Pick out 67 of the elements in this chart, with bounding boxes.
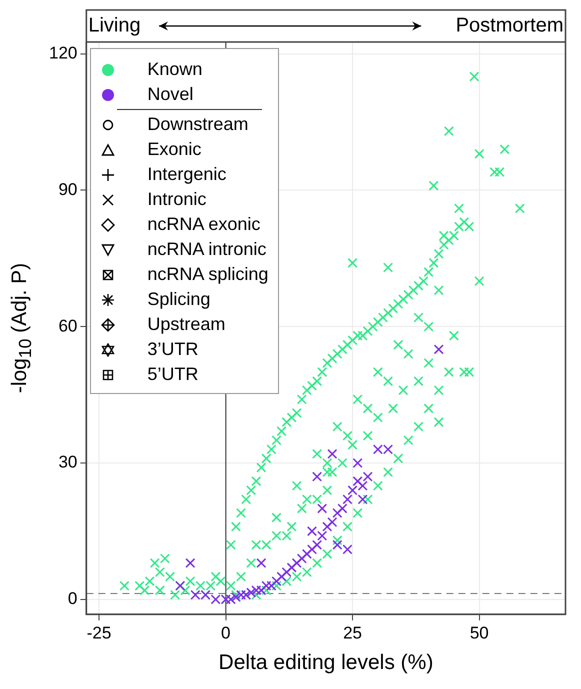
point	[332, 508, 342, 518]
point	[342, 544, 352, 554]
point	[312, 540, 322, 550]
point	[327, 517, 338, 528]
point	[251, 585, 262, 596]
annotation: Intergenic	[147, 163, 226, 186]
point	[272, 576, 282, 586]
point	[322, 522, 332, 532]
x-tick-label: -25	[86, 623, 112, 642]
annotation: Downstream	[147, 113, 248, 136]
annotation: 3’UTR	[147, 338, 198, 361]
point	[332, 540, 342, 550]
point	[434, 344, 444, 354]
point	[352, 476, 363, 486]
point	[296, 553, 307, 564]
text: Postmortem	[456, 14, 564, 37]
point	[292, 558, 302, 568]
point	[348, 485, 358, 496]
point	[317, 530, 328, 541]
y-tick-label: 120	[48, 44, 78, 63]
point	[306, 544, 317, 554]
point	[362, 472, 373, 482]
point	[266, 580, 276, 591]
point	[261, 580, 272, 591]
y-tick-label: 30	[58, 452, 78, 472]
point	[282, 567, 292, 578]
y-tick-label: 0	[68, 589, 78, 608]
annotation: 5’UTR	[147, 363, 198, 386]
point	[210, 594, 221, 604]
annotation: Intronic	[147, 188, 206, 211]
point	[246, 588, 256, 598]
point	[276, 572, 287, 582]
point	[226, 594, 236, 604]
point	[317, 503, 328, 514]
point	[327, 448, 338, 459]
annotation: ncRNA splicing	[147, 263, 268, 286]
point	[312, 472, 322, 482]
point	[306, 526, 317, 536]
annotation: Upstream	[147, 313, 226, 336]
annotation: Exonic	[147, 138, 202, 161]
point	[256, 585, 266, 596]
point	[230, 592, 241, 602]
point	[358, 480, 368, 491]
x-tick-label: 25	[343, 623, 362, 642]
annotation: ncRNA intronic	[147, 238, 266, 261]
point	[236, 590, 246, 600]
point	[185, 558, 196, 568]
y-tick-label: 60	[58, 316, 78, 336]
point	[286, 562, 297, 573]
x-tick-label: 50	[470, 623, 489, 642]
point	[302, 548, 312, 559]
x-tick-label: 0	[221, 623, 231, 642]
legend-label: Known	[147, 58, 202, 81]
point	[372, 444, 383, 454]
legend-label: Novel	[147, 83, 194, 106]
point	[383, 444, 394, 454]
annotation: Splicing	[147, 288, 210, 311]
text: Living	[88, 14, 141, 37]
point	[256, 558, 266, 568]
y-tick-label: 90	[58, 180, 78, 199]
x-axis-title: Delta editing levels (%)	[218, 651, 434, 674]
point	[337, 503, 348, 514]
point	[358, 494, 368, 504]
point	[190, 590, 200, 600]
point	[342, 494, 352, 504]
annotation: ncRNA exonic	[147, 213, 260, 236]
point	[352, 458, 363, 468]
